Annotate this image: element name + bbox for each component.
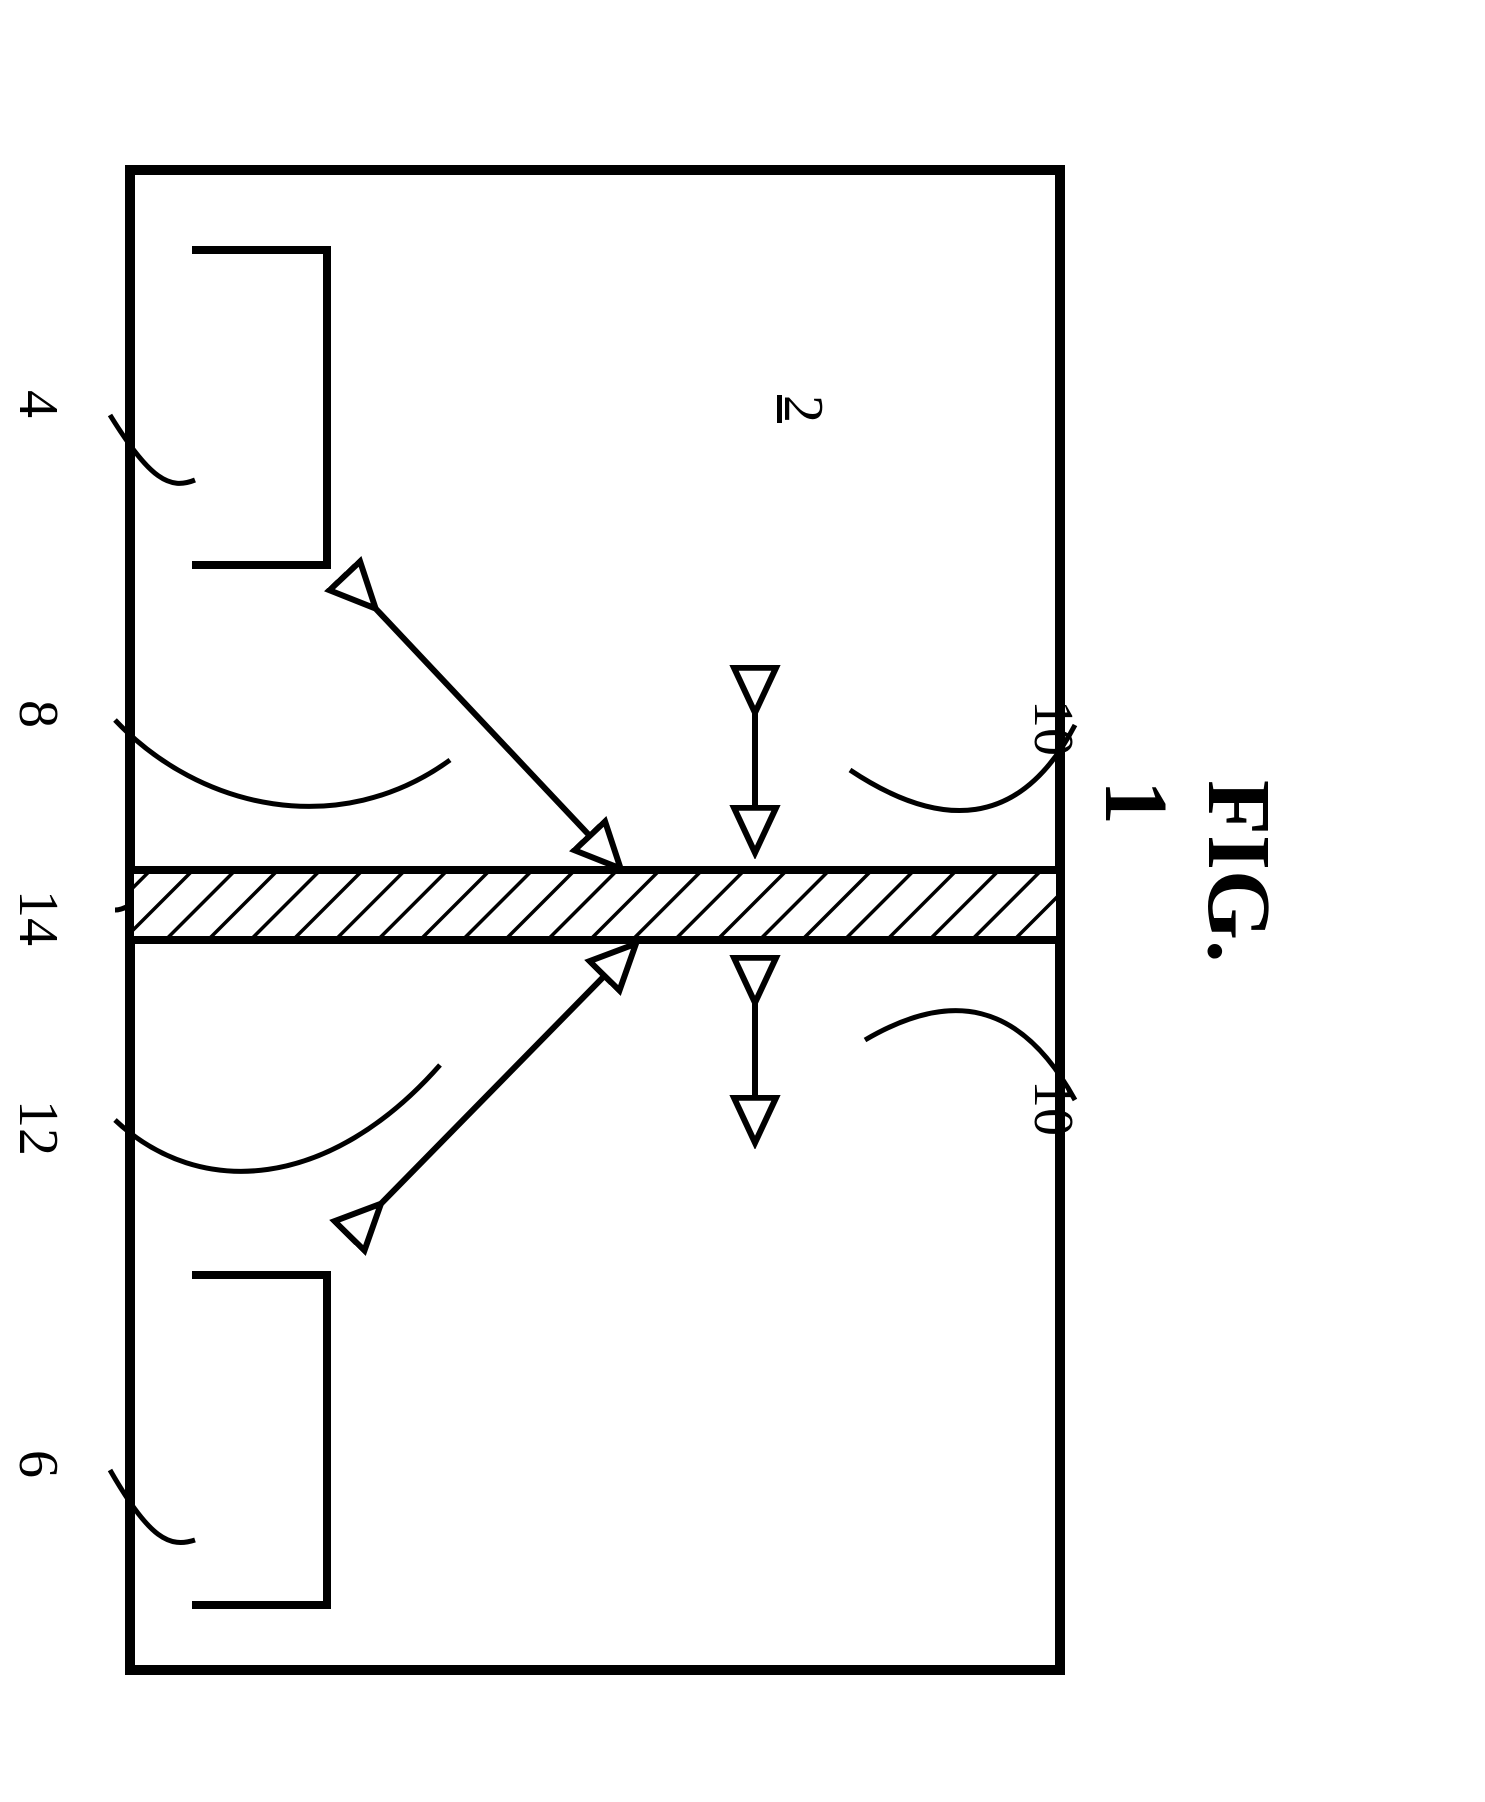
ref-label: 10 <box>1021 700 1085 756</box>
ref-label: 2 <box>771 395 835 423</box>
ref-label: 10 <box>1021 1080 1085 1136</box>
ref-label: 12 <box>6 1100 70 1156</box>
figure-caption: FIG. 1 <box>1084 780 1290 975</box>
ref-label: 8 <box>6 700 70 728</box>
ref-label: 6 <box>6 1450 70 1478</box>
ref-label: 4 <box>6 390 70 418</box>
ref-label: 14 <box>6 890 70 946</box>
